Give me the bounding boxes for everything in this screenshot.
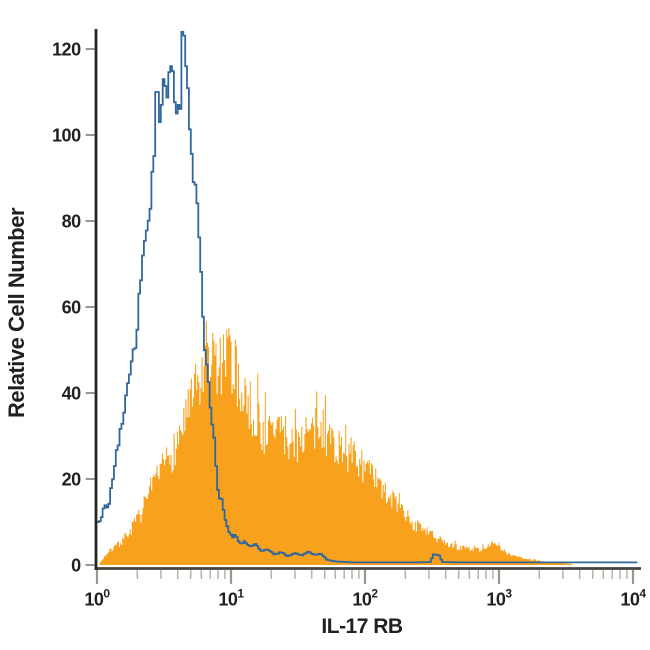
x-tick-label: 101 [218, 587, 244, 610]
y-tick-label: 80 [62, 212, 82, 232]
y-tick-label: 40 [62, 384, 82, 404]
control-histogram-outline [97, 30, 638, 564]
x-tick-label: 102 [352, 587, 378, 610]
y-axis-title: Relative Cell Number [4, 207, 29, 419]
x-axis-title: IL-17 RB [321, 615, 403, 638]
x-tick-label: 104 [620, 587, 646, 610]
y-tick-label: 60 [62, 298, 82, 318]
x-tick-label: 100 [84, 587, 110, 610]
x-tick-label: 103 [486, 587, 512, 610]
y-tick-label: 20 [62, 470, 82, 490]
y-tick-label: 0 [71, 556, 81, 576]
stained-sample-histogram [99, 321, 573, 565]
y-tick-label: 120 [52, 40, 81, 60]
y-tick-label: 100 [52, 126, 81, 146]
